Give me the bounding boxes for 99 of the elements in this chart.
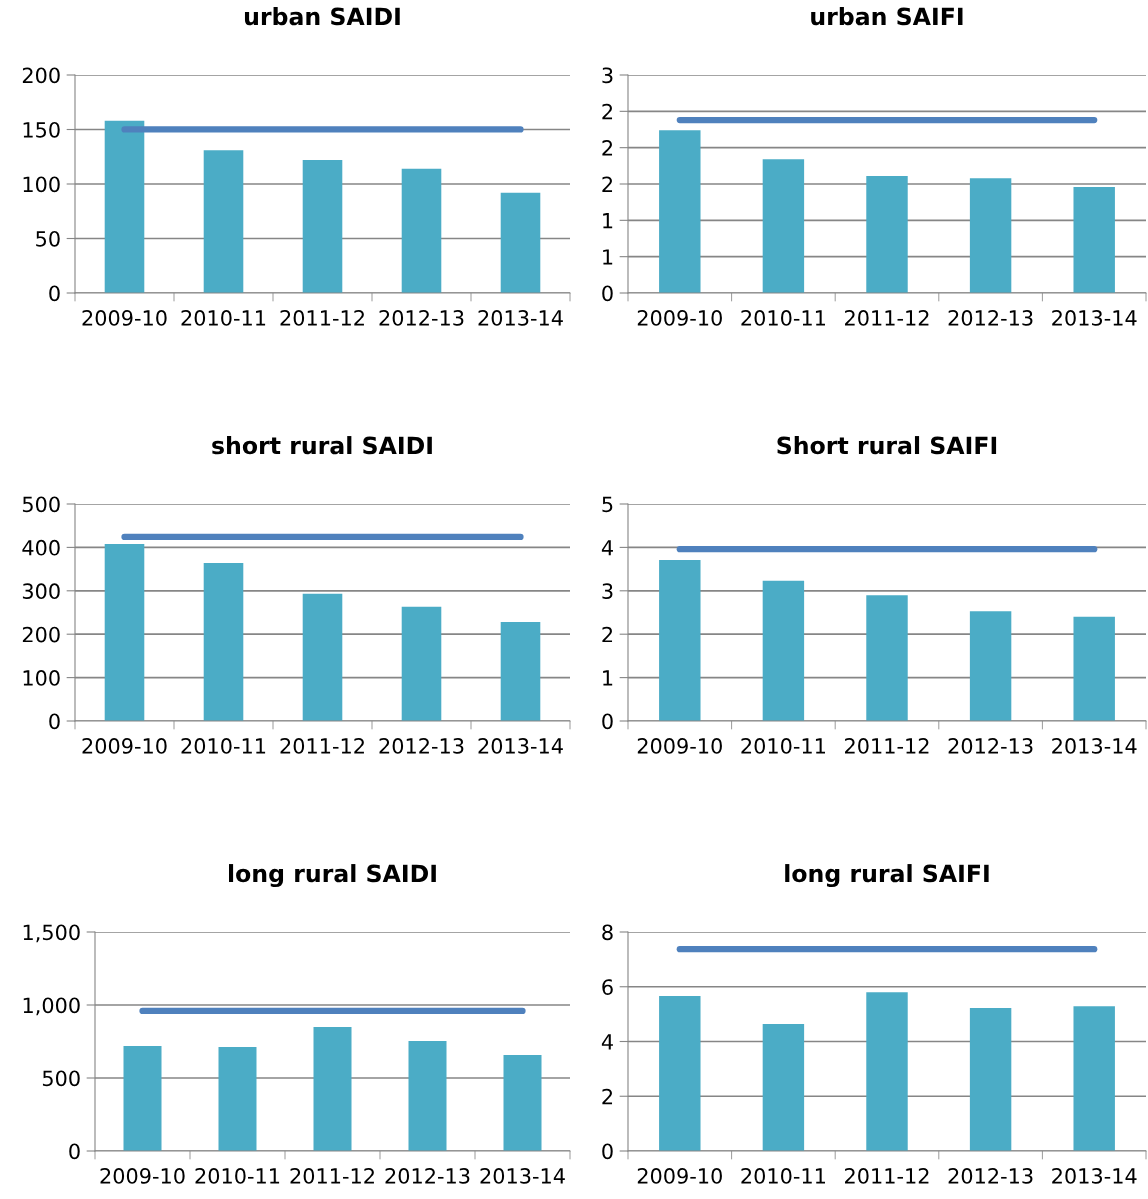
x-tick-label: 2010-11: [181, 738, 266, 754]
x-tick-label: 2009-10: [637, 310, 722, 326]
y-tick-label: 8: [602, 924, 613, 941]
x-tick-label: 2010-11: [741, 738, 825, 754]
bar: [969, 611, 1012, 721]
chart-title: urban SAIDI: [244, 7, 400, 26]
chart-title: urban SAIFI: [811, 7, 963, 26]
bar: [302, 160, 343, 293]
y-tick-label: 0: [602, 1143, 613, 1160]
bar: [1073, 1006, 1115, 1151]
y-tick-label: 1: [603, 213, 613, 229]
bar: [302, 593, 343, 721]
y-tick-label: 4: [601, 540, 613, 556]
x-tick-label: 2013-14: [478, 310, 563, 326]
chart-title: long rural SAIDI: [228, 864, 436, 888]
x-tick-label: 2012-13: [385, 1168, 470, 1184]
bar: [866, 176, 908, 293]
bar: [762, 159, 805, 293]
x-tick-label: 2009-10: [637, 1168, 722, 1184]
y-tick-label: 50: [36, 230, 60, 247]
y-tick-label: 400: [22, 539, 60, 556]
y-tick-label: 1,500: [23, 924, 80, 943]
x-tick-label: 2013-14: [480, 1168, 565, 1184]
chart-title: Short rural SAIFI: [777, 436, 997, 455]
x-tick-label: 2010-11: [741, 1168, 825, 1184]
y-tick-label: 150: [23, 121, 60, 138]
x-tick-label: 2013-14: [1052, 738, 1137, 754]
bar: [1073, 186, 1115, 293]
y-tick-label: 0: [602, 713, 613, 730]
x-tick-label: 2011-12: [845, 310, 929, 326]
x-tick-label: 2012-13: [379, 738, 464, 754]
bar: [659, 559, 701, 721]
x-tick-label: 2011-12: [845, 1168, 929, 1184]
x-tick-label: 2011-12: [845, 738, 929, 754]
x-tick-label: 2012-13: [948, 1168, 1033, 1184]
x-tick-label: 2010-11: [741, 310, 825, 326]
chart-title: short rural SAIDI: [212, 436, 432, 455]
y-tick-label: 4: [601, 1034, 613, 1050]
x-tick-label: 2012-13: [948, 738, 1033, 754]
x-tick-label: 2010-11: [195, 1168, 280, 1184]
x-tick-label: 2009-10: [82, 310, 167, 326]
y-tick-label: 5: [602, 496, 613, 513]
bar: [203, 150, 244, 293]
y-tick-label: 2: [602, 1088, 613, 1105]
bar: [503, 1054, 542, 1151]
y-tick-label: 2: [602, 103, 613, 120]
bar: [408, 1041, 447, 1151]
x-tick-label: 2013-14: [1052, 1168, 1137, 1184]
y-tick-label: 200: [22, 626, 60, 643]
bar: [218, 1047, 257, 1151]
bar: [762, 1023, 805, 1151]
bar: [659, 996, 701, 1151]
x-tick-label: 2010-11: [181, 310, 266, 326]
bar: [762, 580, 805, 721]
bar: [104, 120, 145, 293]
bar: [104, 543, 145, 721]
x-tick-label: 2009-10: [637, 738, 722, 754]
x-tick-label: 2012-13: [379, 310, 464, 326]
chart-title: long rural SAIFI: [785, 864, 989, 888]
bar: [313, 1027, 352, 1151]
y-tick-label: 500: [42, 1070, 80, 1087]
x-tick-label: 2011-12: [290, 1168, 374, 1184]
y-tick-label: 0: [49, 713, 60, 730]
bar: [123, 1046, 162, 1151]
y-tick-label: 2: [602, 176, 613, 192]
bar: [969, 1008, 1012, 1151]
x-tick-label: 2011-12: [280, 310, 364, 326]
bar: [969, 178, 1012, 293]
bar: [401, 168, 442, 293]
bar: [659, 130, 701, 293]
bar: [203, 563, 244, 721]
y-tick-label: 100: [23, 670, 60, 686]
bar: [401, 606, 442, 721]
x-tick-label: 2009-10: [100, 1168, 185, 1184]
y-tick-label: 0: [602, 285, 613, 302]
bar: [866, 992, 908, 1151]
x-tick-label: 2009-10: [82, 738, 167, 754]
y-tick-label: 0: [69, 1143, 80, 1160]
y-tick-label: 300: [22, 583, 60, 600]
bar: [500, 192, 541, 293]
y-tick-label: 0: [49, 285, 60, 302]
y-tick-label: 1: [603, 249, 613, 265]
y-tick-label: 100: [23, 176, 60, 193]
bar: [1073, 616, 1115, 721]
x-tick-label: 2013-14: [478, 738, 563, 754]
y-tick-label: 6: [602, 979, 613, 995]
bar: [866, 595, 908, 721]
x-tick-label: 2012-13: [948, 310, 1033, 326]
y-tick-label: 3: [602, 67, 613, 84]
x-tick-label: 2011-12: [280, 738, 364, 754]
y-tick-label: 200: [22, 67, 60, 84]
bar: [500, 622, 541, 721]
x-tick-label: 2013-14: [1052, 310, 1137, 326]
y-tick-label: 3: [602, 583, 613, 600]
y-tick-label: 2: [602, 626, 613, 643]
y-tick-label: 500: [22, 496, 60, 513]
y-tick-label: 1: [603, 670, 613, 686]
y-tick-label: 1,000: [23, 997, 80, 1016]
y-tick-label: 2: [602, 140, 613, 156]
